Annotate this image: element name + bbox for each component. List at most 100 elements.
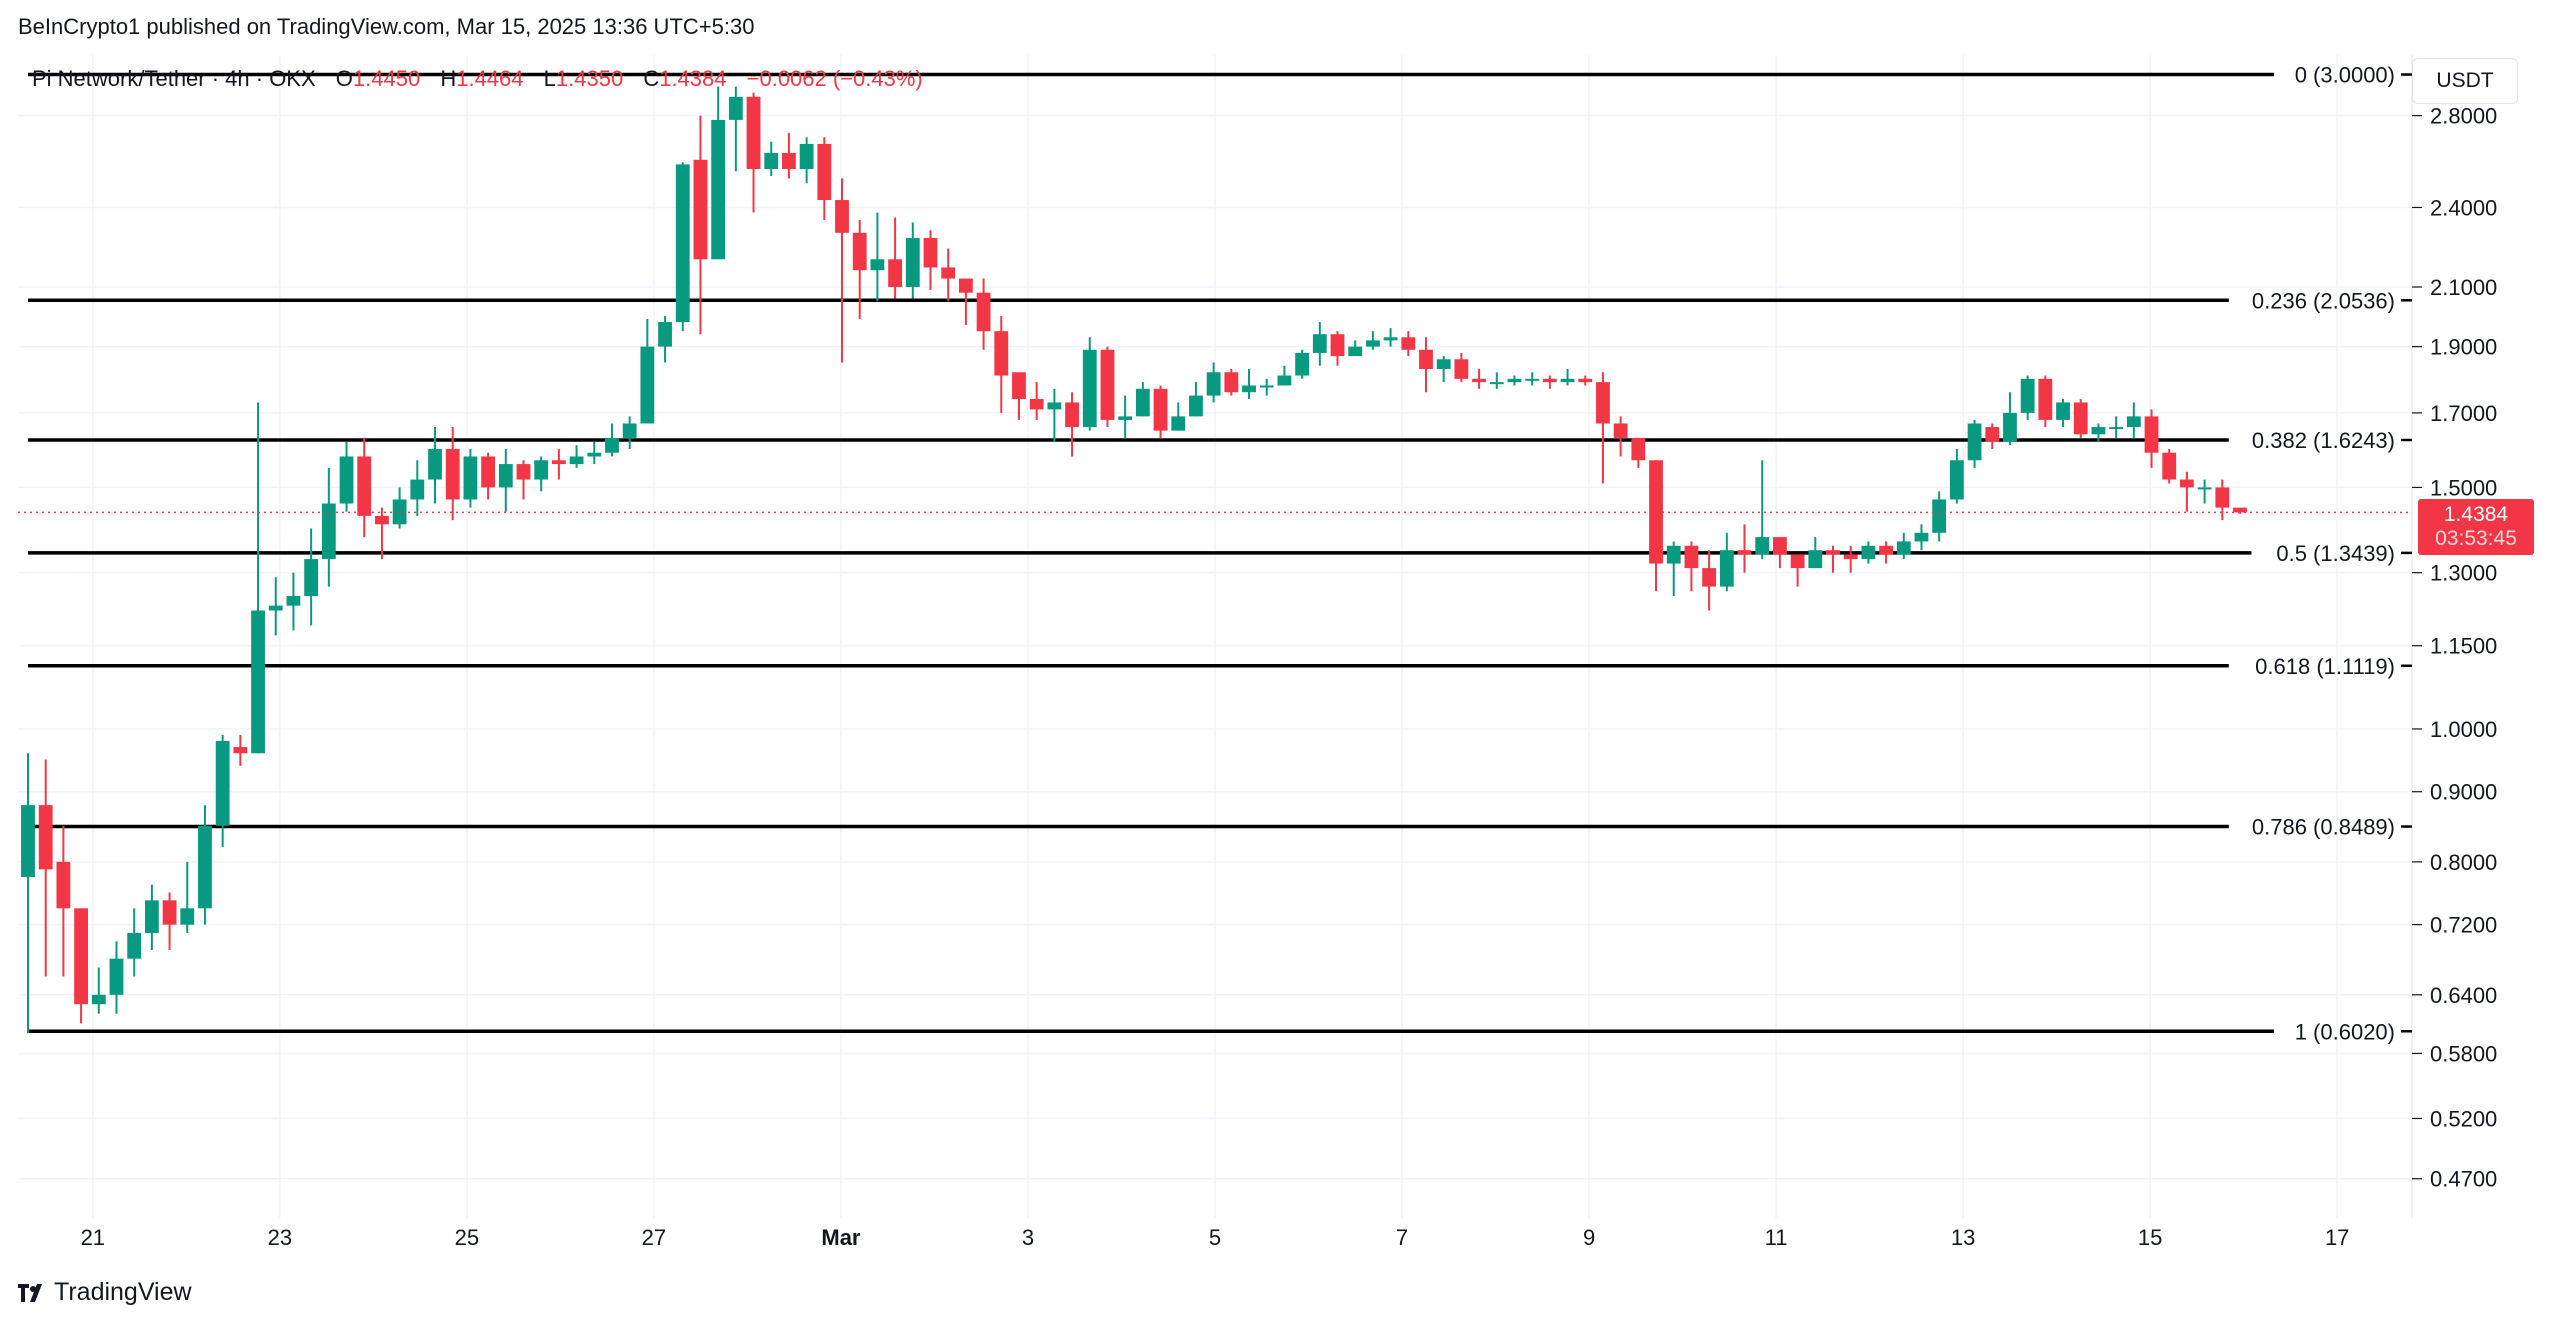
candle-body: [445, 448, 460, 500]
candle-body: [1489, 382, 1504, 385]
candle-body: [782, 152, 796, 170]
candle-body: [21, 805, 35, 877]
y-tick-label: 1.9000: [2430, 335, 2497, 360]
candle-body: [941, 267, 956, 279]
fib-label: 0.236 (2.0536): [2252, 288, 2395, 313]
close-value: 1.4384: [659, 66, 727, 91]
candle-body: [56, 861, 71, 909]
candle-body: [1047, 402, 1062, 410]
bar-countdown: 03:53:45: [2435, 527, 2517, 551]
x-tick-label: 11: [1765, 1225, 1788, 1250]
candle-body: [1242, 385, 1256, 393]
x-tick-label: 23: [268, 1225, 292, 1250]
y-tick-label: 1.5000: [2430, 475, 2497, 500]
low-label: L: [543, 66, 556, 91]
y-tick-label: 0.5200: [2430, 1106, 2497, 1131]
candle-body: [976, 292, 991, 332]
candle-body: [852, 232, 867, 271]
tradingview-icon: [18, 1283, 42, 1302]
candle-body: [1949, 460, 1964, 500]
y-tick-label: 0.8000: [2430, 850, 2497, 875]
candle-body: [1419, 349, 1433, 369]
x-tick-label: 25: [455, 1225, 479, 1250]
candle-body: [2056, 402, 2070, 420]
candle-body: [321, 503, 336, 560]
candle-body: [357, 456, 372, 516]
y-tick-label: 1.0000: [2430, 717, 2497, 742]
candle-body: [1224, 372, 1239, 393]
open-label: O: [335, 66, 353, 91]
candle-body: [1737, 550, 1752, 555]
candle-body: [888, 259, 903, 287]
candle-body: [2091, 427, 2106, 435]
candle-body: [1082, 349, 1097, 428]
candle-body: [587, 452, 602, 457]
candle-body: [1365, 340, 1380, 347]
candle-body: [1348, 346, 1363, 357]
last-price-tag: 1.4384 03:53:45: [2418, 499, 2534, 556]
candle-body: [1065, 402, 1079, 428]
y-tick-label: 0.7200: [2430, 913, 2497, 938]
candle-body: [1826, 550, 1840, 555]
x-tick-label: 15: [2138, 1225, 2162, 1250]
candle-body: [1312, 334, 1327, 353]
high-label: H: [440, 66, 457, 91]
candle-body: [375, 515, 389, 525]
candle-body: [534, 460, 549, 480]
candle-body: [693, 159, 708, 260]
candle-body: [728, 96, 743, 120]
x-tick-label: 21: [81, 1225, 105, 1250]
candle-body: [746, 96, 761, 170]
candle-body: [1401, 337, 1416, 350]
candle-body: [109, 958, 124, 995]
candle-body: [1790, 554, 1805, 569]
candle-body: [1029, 399, 1044, 410]
y-tick-label: 0.4700: [2430, 1167, 2497, 1192]
low-value: 1.4350: [555, 66, 624, 91]
candle-body: [817, 143, 832, 201]
candle-body: [144, 900, 159, 933]
candle-body: [1507, 378, 1522, 383]
candle-body: [1454, 359, 1469, 379]
candle-body: [498, 464, 513, 488]
tradingview-logo[interactable]: TradingView: [18, 1278, 192, 1307]
candle-body: [1135, 388, 1150, 417]
y-tick-label: 2.1000: [2430, 275, 2497, 300]
symbol-label[interactable]: Pi Network/Tether · 4h · OKX: [32, 66, 316, 91]
x-tick-label: 17: [2325, 1225, 2349, 1250]
candle-body: [1436, 359, 1451, 369]
candle-body: [1100, 349, 1115, 420]
candle-body: [2126, 416, 2141, 428]
candle-body: [233, 747, 248, 754]
candle-body: [1578, 378, 1593, 383]
candle-body: [2215, 487, 2230, 508]
candle-body: [410, 479, 425, 500]
x-tick-label: 13: [1951, 1225, 1975, 1250]
y-tick-label: 1.7000: [2430, 401, 2497, 426]
close-label: C: [643, 66, 660, 91]
candle-body: [127, 932, 142, 959]
currency-button[interactable]: USDT: [2412, 58, 2518, 104]
candle-body: [551, 460, 566, 465]
y-tick-label: 0.9000: [2430, 780, 2497, 805]
change-value: −0.0062 (−0.43%): [746, 66, 923, 91]
fib-label: 0.786 (0.8489): [2252, 815, 2395, 840]
high-value: 1.4464: [456, 66, 524, 91]
candle-body: [958, 278, 973, 293]
candle-body: [91, 994, 106, 1005]
x-tick-label: Mar: [821, 1225, 861, 1250]
candle-body: [870, 259, 885, 271]
candle-body: [1560, 378, 1575, 383]
candle-body: [38, 805, 53, 870]
y-tick-label: 2.4000: [2430, 195, 2497, 220]
candle-body: [463, 456, 478, 500]
candle-body: [428, 448, 442, 480]
fib-label: 0.5 (1.3439): [2276, 541, 2395, 566]
candle-body: [640, 346, 655, 424]
candle-body: [905, 238, 920, 287]
candle-body: [198, 825, 212, 909]
candle-body: [1755, 537, 1770, 555]
candle-body: [835, 200, 849, 233]
y-tick-label: 2.8000: [2430, 104, 2497, 129]
